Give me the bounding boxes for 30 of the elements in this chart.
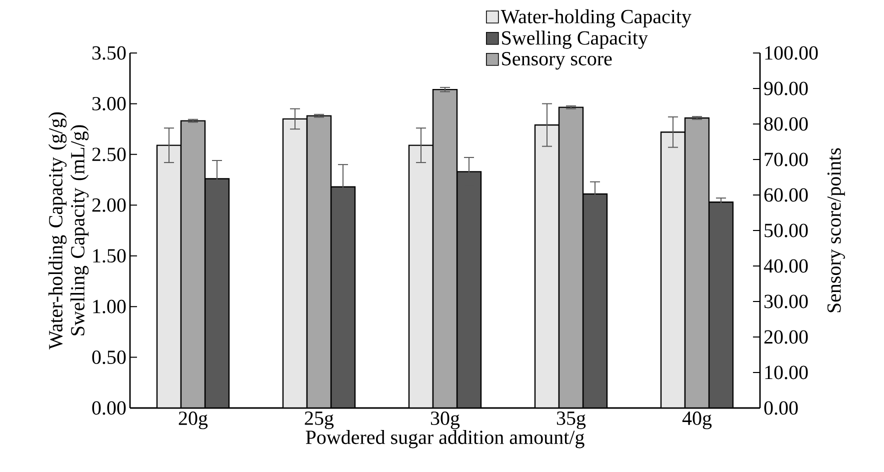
y-tick-label: 1.50 — [93, 249, 126, 263]
legend-label: Water-holding Capacity — [500, 9, 692, 28]
y2-tick-label: 40.00 — [764, 259, 808, 273]
y-tick-label: 0.50 — [92, 350, 126, 364]
y2-tick-label: 50.00 — [764, 224, 808, 238]
y2-tick-label: 30.00 — [764, 294, 808, 308]
y-axis-title: Water-holding Capacity (g/g) Swelling Capacity (mL/g) — [48, 112, 89, 350]
y2-tick-label: 90.00 — [764, 82, 808, 96]
x-tick-label: 40g — [682, 412, 712, 430]
y2-tick-label: 20.00 — [764, 330, 808, 344]
y-tick-label: 2.50 — [92, 148, 126, 162]
y-tick-label: 0.00 — [92, 401, 126, 415]
y2-tick-label: 70.00 — [764, 152, 808, 166]
legend-label: Swelling Capacity — [502, 30, 648, 49]
legend-label: Sensory score — [502, 52, 612, 70]
x-tick-label: 30g — [430, 412, 460, 430]
y-tick-label: 2.00 — [92, 198, 126, 212]
y2-tick-label: 60.00 — [764, 188, 808, 202]
x-tick-label: 25g — [304, 412, 334, 430]
y-tick-label: 1.00 — [93, 300, 126, 314]
y2-tick-label: 100.00 — [765, 46, 818, 60]
x-tick-label: 20g — [178, 412, 208, 430]
y-tick-label: 3.50 — [92, 46, 126, 60]
y2-axis-title: Sensory score/points — [827, 148, 845, 312]
y2-tick-label: 10.00 — [765, 366, 808, 380]
y-tick-label: 3.00 — [92, 96, 126, 111]
y2-tick-label: 0.00 — [764, 401, 798, 415]
x-axis-title: Powdered sugar addition amount/g — [306, 430, 584, 448]
y2-tick-label: 80.00 — [764, 117, 808, 131]
x-tick-label: 35g — [556, 412, 586, 430]
